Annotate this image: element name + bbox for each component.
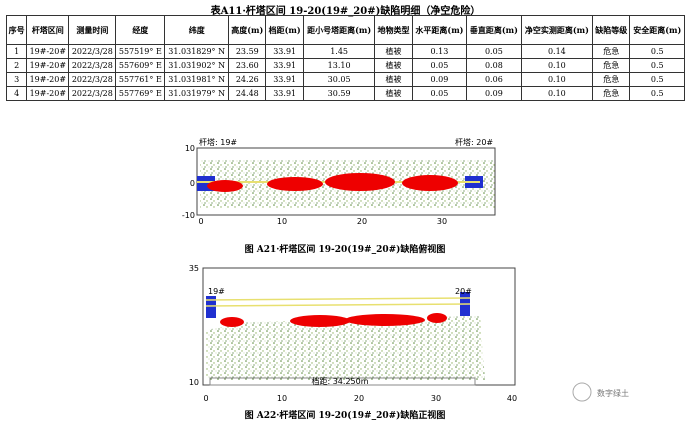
tower-label: 杆塔: 20# [455, 137, 493, 147]
tower-label: 杆塔: 19# [199, 137, 237, 147]
header-cell: 缺陷等级 [592, 15, 631, 45]
x-tick-label: 0 [198, 217, 203, 226]
header-cell: 净空实测距离(m) [520, 15, 594, 45]
figure-top-view: 10 0 -10 0 10 20 30 杆塔: 19# 杆塔: 20# 图 A2… [182, 137, 496, 255]
x-tick-label: 10 [277, 394, 287, 403]
table-cell: 植被 [374, 86, 413, 101]
figure-front-view: 档距: 34.250m 35 10 0 10 20 30 40 19# 20# … [189, 264, 517, 421]
defect [345, 314, 425, 326]
header-cell: 垂直距离(m) [466, 15, 522, 45]
x-tick-label: 30 [431, 394, 441, 403]
table-row: 3 19#-20# 2022/3/28 557761° E 31.031981° N 24… [5, 72, 685, 87]
table-row: 4 19#-20# 2022/3/28 557769° E 31.031979° N 24… [5, 86, 685, 101]
table-cell: 0.05 [411, 86, 468, 101]
span-bar [209, 377, 476, 386]
y-tick-label: 35 [189, 264, 199, 273]
wire [205, 297, 471, 301]
y-tick-label: 0 [190, 179, 195, 188]
header-cell: 水平距离(m) [411, 15, 468, 45]
span-label: 档距: 34.250m [311, 376, 368, 386]
defect [325, 173, 395, 191]
table-cell: 0.5 [629, 86, 685, 101]
x-tick-label: 40 [507, 394, 517, 403]
y-tick-label: 10 [185, 144, 195, 153]
x-tick-label: 20 [354, 394, 364, 403]
table-cell: 19#-20# [26, 86, 70, 101]
table-cell: 33.91 [265, 86, 304, 101]
y-tick-label: 10 [189, 378, 199, 387]
table-title: 表A11·杆塔区间 19-20(19#_20#)缺陷明细（净空危险） [210, 6, 481, 17]
table-cell: 0.06 [466, 72, 522, 87]
x-tick-label: 20 [357, 217, 367, 226]
header-cell: 档距(m) [265, 15, 304, 45]
figure-caption: 图 A21·杆塔区间 19-20(19#_20#)缺陷俯视图 [245, 243, 446, 255]
header-cell: 测量时间 [68, 15, 117, 45]
defect [207, 180, 243, 192]
x-tick-label: 30 [437, 217, 447, 226]
figure-caption: 图 A22·杆塔区间 19-20(19#_20#)缺陷正视图 [245, 409, 446, 421]
table-cell: 0.09 [466, 86, 522, 101]
point-cloud [206, 316, 485, 380]
watermark: 数字绿土 [572, 382, 629, 402]
table-cell: 危急 [592, 86, 631, 101]
table-cell: 557769° E [115, 86, 166, 101]
watermark-text: 数字绿土 [597, 388, 629, 398]
tower-label: 19# [208, 287, 225, 296]
table-cell: 0.10 [520, 86, 594, 101]
tower-label: 20# [455, 287, 472, 296]
table-cell: 2022/3/28 [68, 86, 117, 101]
table-cell: 24.48 [228, 86, 267, 101]
tower [206, 296, 216, 318]
defect [267, 177, 323, 191]
defect-table: 序号 杆塔区间 测量时间 经度 纬度 高度(m) 档距(m) 距小号塔距离(m) 地物类型 水平距… [5, 15, 685, 101]
x-tick-label: 10 [277, 217, 287, 226]
header-cell: 地物类型 [374, 15, 413, 45]
y-tick-label: -10 [182, 211, 195, 220]
defect [290, 315, 350, 327]
table-cell: 4 [5, 86, 28, 101]
defect [402, 175, 458, 191]
logo [572, 382, 592, 402]
wire [205, 303, 471, 307]
defect [427, 313, 447, 323]
x-tick-label: 0 [203, 394, 208, 403]
defect [220, 317, 244, 327]
table-row: 1 19#-20# 2022/3/28 557519° E 31.031829° N 23… [5, 44, 685, 59]
